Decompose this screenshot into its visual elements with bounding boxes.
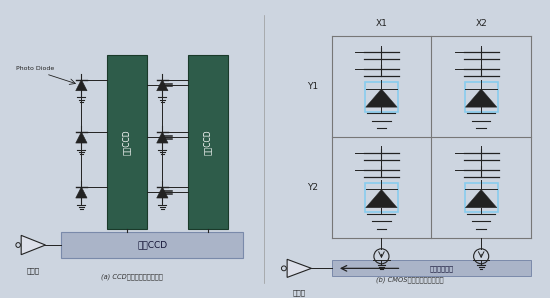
Polygon shape <box>157 80 168 91</box>
Bar <box>465 82 498 112</box>
Polygon shape <box>465 89 497 107</box>
Bar <box>61 232 243 257</box>
Text: 垂直CCD: 垂直CCD <box>204 130 212 155</box>
Polygon shape <box>76 187 87 198</box>
Text: Y2: Y2 <box>307 183 318 192</box>
Text: 増幅器: 増幅器 <box>27 268 40 274</box>
Polygon shape <box>76 80 87 91</box>
Text: 水平CCD: 水平CCD <box>137 240 167 249</box>
Polygon shape <box>366 89 397 107</box>
Polygon shape <box>21 235 46 255</box>
Text: Photo Diode: Photo Diode <box>15 66 54 71</box>
Polygon shape <box>465 190 497 208</box>
Text: (a) CCD取像元件的動作原理: (a) CCD取像元件的動作原理 <box>101 274 163 280</box>
Text: X2: X2 <box>475 19 487 28</box>
Text: 雜訊消除電路: 雜訊消除電路 <box>430 265 453 272</box>
Bar <box>465 183 498 212</box>
Polygon shape <box>366 190 397 208</box>
Text: X1: X1 <box>376 19 387 28</box>
Bar <box>332 260 531 277</box>
Bar <box>365 183 398 212</box>
Text: Y1: Y1 <box>307 82 318 91</box>
Text: 増幅器: 増幅器 <box>293 290 306 297</box>
Polygon shape <box>157 132 168 143</box>
Text: (b) CMOS取像元件的動作原理: (b) CMOS取像元件的動作原理 <box>376 277 443 283</box>
Polygon shape <box>157 187 168 198</box>
Polygon shape <box>76 132 87 143</box>
Polygon shape <box>287 259 311 277</box>
Bar <box>188 55 228 229</box>
Text: 垂直CCD: 垂直CCD <box>123 130 131 155</box>
Bar <box>107 55 147 229</box>
Bar <box>365 82 398 112</box>
